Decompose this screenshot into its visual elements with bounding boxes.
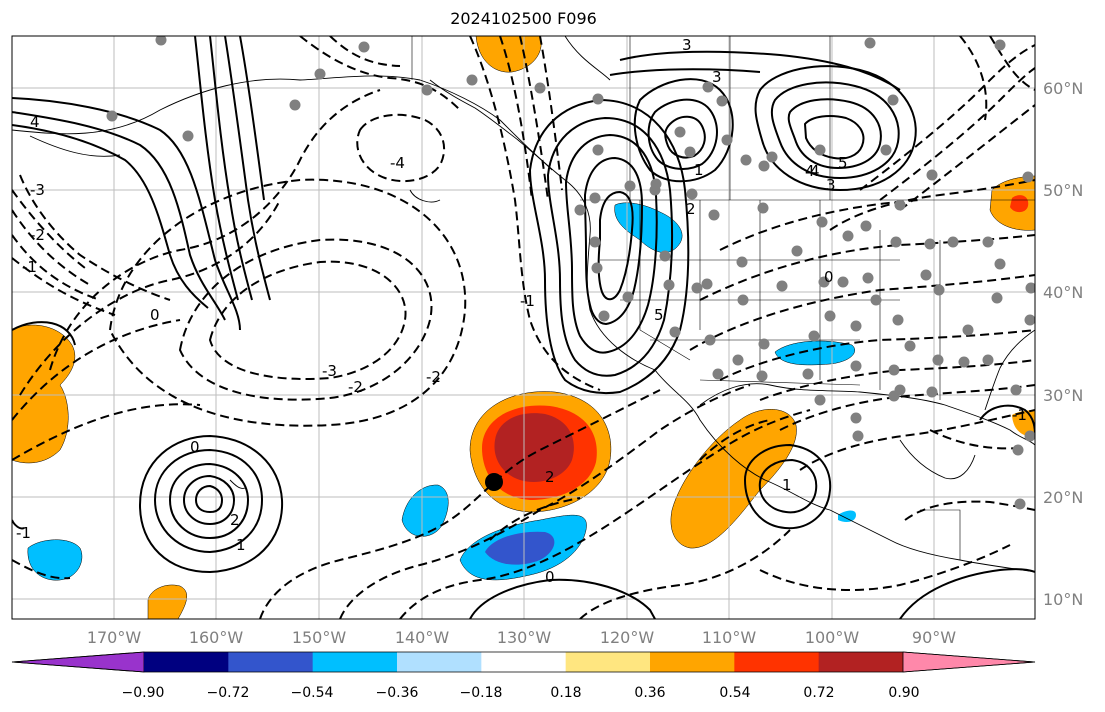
colorbar-segment	[650, 652, 735, 672]
contour-label: 2	[230, 511, 240, 529]
dashed-contours	[12, 36, 1035, 619]
lon-label: 120°W	[600, 628, 655, 647]
latitude-labels: 60°N 50°N 40°N 30°N 20°N 10°N	[1043, 79, 1083, 609]
contour-label: 3	[826, 176, 836, 194]
contour-label: 4	[805, 162, 815, 180]
contour-label: 2	[545, 468, 555, 486]
contour-label: -3	[322, 362, 337, 380]
cool-patch-pacific-core	[485, 531, 555, 565]
contour-label: 1	[694, 161, 704, 179]
colorbar-extend-low	[11, 651, 145, 673]
cool-patch-small	[838, 510, 856, 523]
contour-label: 0	[545, 568, 555, 586]
cool-patch-southwest	[27, 539, 83, 581]
colorbar-segment	[312, 652, 398, 672]
lon-label: 140°W	[395, 628, 450, 647]
warm-patch-mexico	[670, 409, 797, 549]
contour-label: -3	[30, 181, 45, 199]
contour-label: 3	[712, 68, 722, 86]
colorbar-segment	[397, 652, 482, 672]
warm-patch-gulf	[1012, 410, 1035, 437]
contour-label: -1	[1012, 406, 1027, 424]
colorbar-tick: 0.18	[550, 685, 581, 701]
contour-label: 0	[190, 438, 200, 456]
cool-patch-northwest-us	[614, 202, 683, 253]
colorbar-extend-high	[902, 651, 1036, 673]
map-border	[11, 35, 1036, 620]
colorbar-segment	[228, 652, 314, 672]
colorbar-tick: −0.72	[207, 685, 250, 701]
colorbar-tick: 0.54	[719, 685, 750, 701]
colorbar-segment	[144, 652, 229, 672]
contour-label: 0	[824, 268, 834, 286]
contour-label: 0	[150, 306, 160, 324]
colorbar-tick: −0.90	[122, 685, 165, 701]
lon-label: 100°W	[805, 628, 860, 647]
lat-label: 20°N	[1043, 488, 1083, 507]
map-title: 2024102500 F096	[450, 9, 597, 28]
contour-label: 5	[654, 306, 664, 324]
contour-label: -2	[30, 226, 45, 244]
political-borders	[411, 36, 1035, 560]
colorbar-tick: 0.36	[634, 685, 665, 701]
colorbar-tick: 0.90	[888, 685, 919, 701]
colorbar: −0.90 −0.72 −0.54 −0.36 −0.18 0.18 0.36 …	[11, 651, 1036, 701]
colorbar-tick: −0.18	[460, 685, 503, 701]
colorbar-segment	[734, 652, 820, 672]
contour-label: -1	[16, 524, 31, 542]
lon-label: 110°W	[702, 628, 757, 647]
warm-anomaly-core	[494, 413, 574, 482]
contour-labels: 4 3 -4 -3 -2 -1 0 1 2 3 4 5 0 1 2 3 4 5 …	[16, 36, 1027, 586]
colorbar-tick: −0.54	[291, 685, 334, 701]
cool-patch-texas	[774, 340, 855, 366]
station-markers	[106, 36, 1035, 510]
contour-label: 1	[782, 476, 792, 494]
lon-label: 90°W	[912, 628, 956, 647]
lat-label: 10°N	[1043, 590, 1083, 609]
colorbar-segment	[565, 652, 651, 672]
lon-label: 150°W	[292, 628, 347, 647]
warm-patch-bottom	[147, 584, 187, 619]
contour-label: -1	[22, 258, 37, 276]
contour-label: 4	[30, 113, 40, 131]
contour-label: -2	[348, 378, 363, 396]
lat-label: 40°N	[1043, 283, 1083, 302]
lat-label: 60°N	[1043, 79, 1083, 98]
contour-label: 5	[838, 154, 848, 172]
colorbar-tick: 0.72	[803, 685, 834, 701]
contour-label: -4	[390, 154, 405, 172]
contour-label: 4	[810, 162, 820, 180]
warm-patch-west	[12, 324, 76, 464]
colorbar-segment	[818, 652, 904, 672]
lat-label: 30°N	[1043, 386, 1083, 405]
warm-patch-east-core	[1010, 195, 1029, 213]
reference-point-marker	[485, 473, 503, 491]
lat-label: 50°N	[1043, 181, 1083, 200]
colorbar-tick-labels: −0.90 −0.72 −0.54 −0.36 −0.18 0.18 0.36 …	[122, 685, 920, 701]
lon-label: 170°W	[87, 628, 142, 647]
contour-label: 1	[236, 536, 246, 554]
colorbar-outline	[11, 651, 1036, 673]
lon-label: 130°W	[497, 628, 552, 647]
lon-label: 160°W	[189, 628, 244, 647]
longitude-labels: 170°W 160°W 150°W 140°W 130°W 120°W 110°…	[87, 628, 956, 647]
solid-contours	[12, 36, 1035, 619]
contour-label: -1	[520, 292, 535, 310]
colorbar-segment	[481, 652, 567, 672]
shaded-anomalies	[12, 36, 1035, 619]
contour-label: 3	[682, 36, 692, 54]
colorbar-tick: −0.36	[376, 685, 419, 701]
contour-label: -2	[426, 368, 441, 386]
contour-label: 2	[686, 200, 696, 218]
colorbar-segments	[11, 651, 1036, 673]
